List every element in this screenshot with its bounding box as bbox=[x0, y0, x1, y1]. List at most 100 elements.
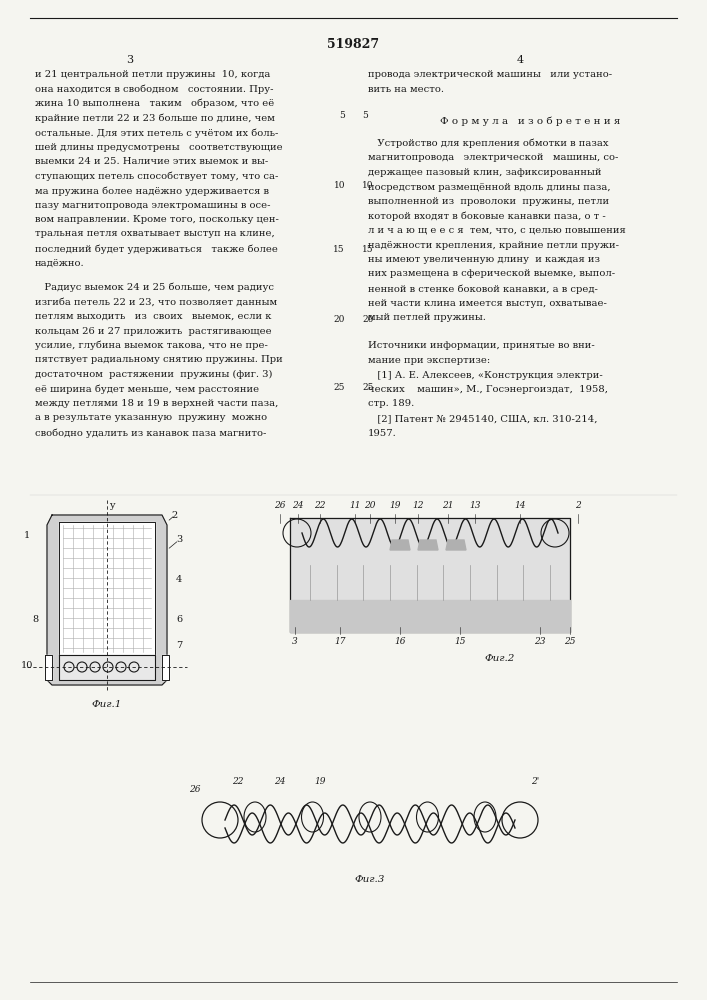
Text: вить на место.: вить на место. bbox=[368, 85, 444, 94]
Text: вом направлении. Кроме того, поскольку цен-: вом направлении. Кроме того, поскольку ц… bbox=[35, 215, 279, 224]
Text: 5: 5 bbox=[339, 110, 345, 119]
Text: магнитопровода   электрической   машины, со-: магнитопровода электрической машины, со- bbox=[368, 153, 619, 162]
Text: шей длины предусмотрены   соответствующие: шей длины предусмотрены соответствующие bbox=[35, 142, 283, 151]
Text: которой входят в боковые канавки паза, о т -: которой входят в боковые канавки паза, о… bbox=[368, 212, 606, 221]
Text: 5: 5 bbox=[362, 110, 368, 119]
Text: 8: 8 bbox=[32, 615, 38, 624]
Text: Радиус выемок 24 и 25 больше, чем радиус: Радиус выемок 24 и 25 больше, чем радиус bbox=[35, 283, 274, 292]
Text: надёжности крепления, крайние петли пружи-: надёжности крепления, крайние петли пруж… bbox=[368, 240, 619, 249]
Text: держащее пазовый клин, зафиксированный: держащее пазовый клин, зафиксированный bbox=[368, 168, 602, 177]
Text: пятствует радиальному снятию пружины. При: пятствует радиальному снятию пружины. Пр… bbox=[35, 356, 283, 364]
Text: 20: 20 bbox=[364, 502, 375, 510]
Text: 3: 3 bbox=[292, 638, 298, 647]
Text: 25: 25 bbox=[362, 383, 373, 392]
Polygon shape bbox=[290, 600, 570, 632]
Text: 23: 23 bbox=[534, 638, 546, 647]
Text: 4: 4 bbox=[516, 55, 524, 65]
Text: ческих    машин», М., Госэнергоиздат,  1958,: ческих машин», М., Госэнергоиздат, 1958, bbox=[368, 385, 608, 394]
Text: кольцам 26 и 27 приложить  растягивающее: кольцам 26 и 27 приложить растягивающее bbox=[35, 326, 271, 336]
Text: петлям выходить   из  своих   выемок, если к: петлям выходить из своих выемок, если к bbox=[35, 312, 271, 321]
Text: 1: 1 bbox=[24, 530, 30, 540]
Text: и 21 центральной петли пружины  10, когда: и 21 центральной петли пружины 10, когда bbox=[35, 70, 270, 79]
Text: надёжно.: надёжно. bbox=[35, 258, 85, 267]
Text: [1] А. Е. Алексеев, «Конструкция электри-: [1] А. Е. Алексеев, «Конструкция электри… bbox=[368, 370, 603, 379]
Text: 3: 3 bbox=[127, 55, 134, 65]
Text: 2: 2 bbox=[575, 502, 581, 510]
Text: 13: 13 bbox=[469, 502, 481, 510]
Text: между петлями 18 и 19 в верхней части паза,: между петлями 18 и 19 в верхней части па… bbox=[35, 399, 279, 408]
Text: остальные. Для этих петель с учётом их боль-: остальные. Для этих петель с учётом их б… bbox=[35, 128, 279, 137]
Text: 14: 14 bbox=[514, 502, 526, 510]
Text: Фиг.2: Фиг.2 bbox=[485, 654, 515, 663]
Text: 20: 20 bbox=[362, 316, 373, 324]
Text: y: y bbox=[110, 500, 115, 510]
Text: ма пружина более надёжно удерживается в: ма пружина более надёжно удерживается в bbox=[35, 186, 269, 196]
Polygon shape bbox=[446, 540, 466, 550]
Text: 519827: 519827 bbox=[327, 38, 379, 51]
Text: 24: 24 bbox=[274, 778, 286, 786]
Text: 15: 15 bbox=[455, 638, 466, 647]
Text: её ширина будет меньше, чем расстояние: её ширина будет меньше, чем расстояние bbox=[35, 384, 259, 394]
Text: Ф о р м у л а   и з о б р е т е н и я: Ф о р м у л а и з о б р е т е н и я bbox=[440, 117, 620, 126]
Text: жина 10 выполнена   таким   образом, что её: жина 10 выполнена таким образом, что её bbox=[35, 99, 274, 108]
Text: ны имеют увеличенную длину  и каждая из: ны имеют увеличенную длину и каждая из bbox=[368, 255, 600, 264]
Text: провода электрической машины   или устано-: провода электрической машины или устано- bbox=[368, 70, 612, 79]
Text: Фиг.1: Фиг.1 bbox=[92, 700, 122, 709]
Text: тральная петля охватывает выступ на клине,: тральная петля охватывает выступ на клин… bbox=[35, 230, 275, 238]
Text: 19: 19 bbox=[314, 778, 326, 786]
Text: 7: 7 bbox=[176, 641, 182, 650]
Text: ней части клина имеется выступ, охватывае-: ней части клина имеется выступ, охватыва… bbox=[368, 298, 607, 308]
Text: 15: 15 bbox=[334, 245, 345, 254]
Text: пазу магнитопровода электромашины в осе-: пазу магнитопровода электромашины в осе- bbox=[35, 200, 271, 210]
Text: 16: 16 bbox=[395, 638, 406, 647]
Text: 3: 3 bbox=[176, 536, 182, 544]
Text: мый петлей пружины.: мый петлей пружины. bbox=[368, 313, 486, 322]
Text: 10: 10 bbox=[334, 180, 345, 190]
Text: 10: 10 bbox=[21, 660, 33, 670]
Text: ступающих петель способствует тому, что са-: ступающих петель способствует тому, что … bbox=[35, 172, 279, 181]
Text: последний будет удерживаться   также более: последний будет удерживаться также более bbox=[35, 244, 278, 253]
Text: 26: 26 bbox=[189, 786, 201, 794]
Text: изгиба петель 22 и 23, что позволяет данным: изгиба петель 22 и 23, что позволяет дан… bbox=[35, 298, 277, 306]
Text: 15: 15 bbox=[362, 245, 373, 254]
Text: 20: 20 bbox=[334, 316, 345, 324]
Polygon shape bbox=[59, 522, 155, 655]
Text: а в результате указанную  пружину  можно: а в результате указанную пружину можно bbox=[35, 414, 267, 422]
Text: выполненной из  проволоки  пружины, петли: выполненной из проволоки пружины, петли bbox=[368, 197, 609, 206]
Text: [2] Патент № 2945140, США, кл. 310-214,: [2] Патент № 2945140, США, кл. 310-214, bbox=[368, 414, 597, 423]
Text: 4: 4 bbox=[176, 576, 182, 584]
Text: Источники информации, принятые во вни-: Источники информации, принятые во вни- bbox=[368, 342, 595, 351]
Text: Устройство для крепления обмотки в пазах: Устройство для крепления обмотки в пазах bbox=[368, 139, 609, 148]
Polygon shape bbox=[290, 518, 570, 632]
Text: 22: 22 bbox=[314, 502, 326, 510]
Polygon shape bbox=[45, 655, 52, 680]
Text: достаточном  растяжении  пружины (фиг. 3): достаточном растяжении пружины (фиг. 3) bbox=[35, 370, 272, 379]
Polygon shape bbox=[162, 655, 169, 680]
Text: ненной в стенке боковой канавки, а в сред-: ненной в стенке боковой канавки, а в сре… bbox=[368, 284, 598, 294]
Text: 17: 17 bbox=[334, 638, 346, 647]
Text: 12: 12 bbox=[412, 502, 423, 510]
Text: л и ч а ю щ е е с я  тем, что, с целью повышения: л и ч а ю щ е е с я тем, что, с целью по… bbox=[368, 226, 626, 235]
Text: свободно удалить из канавок паза магнито-: свободно удалить из канавок паза магнито… bbox=[35, 428, 267, 438]
Text: 21: 21 bbox=[443, 502, 454, 510]
Text: стр. 189.: стр. 189. bbox=[368, 399, 414, 408]
Polygon shape bbox=[59, 655, 155, 680]
Polygon shape bbox=[47, 515, 167, 685]
Text: выемки 24 и 25. Наличие этих выемок и вы-: выемки 24 и 25. Наличие этих выемок и вы… bbox=[35, 157, 268, 166]
Text: 26: 26 bbox=[274, 502, 286, 510]
Text: посредством размещённой вдоль длины паза,: посредством размещённой вдоль длины паза… bbox=[368, 182, 611, 192]
Text: них размещена в сферической выемке, выпол-: них размещена в сферической выемке, выпо… bbox=[368, 269, 615, 278]
Text: Фиг.3: Фиг.3 bbox=[355, 875, 385, 884]
Text: 1957.: 1957. bbox=[368, 428, 397, 438]
Text: 2': 2' bbox=[531, 778, 539, 786]
Text: 25: 25 bbox=[334, 383, 345, 392]
Text: 22: 22 bbox=[233, 778, 244, 786]
Text: 10: 10 bbox=[362, 180, 373, 190]
Text: 25: 25 bbox=[564, 638, 575, 647]
Text: 19: 19 bbox=[390, 502, 401, 510]
Polygon shape bbox=[418, 540, 438, 550]
Text: 2: 2 bbox=[172, 510, 178, 520]
Text: 11: 11 bbox=[349, 502, 361, 510]
Text: мание при экспертизе:: мание при экспертизе: bbox=[368, 356, 490, 365]
Text: 6: 6 bbox=[176, 615, 182, 624]
